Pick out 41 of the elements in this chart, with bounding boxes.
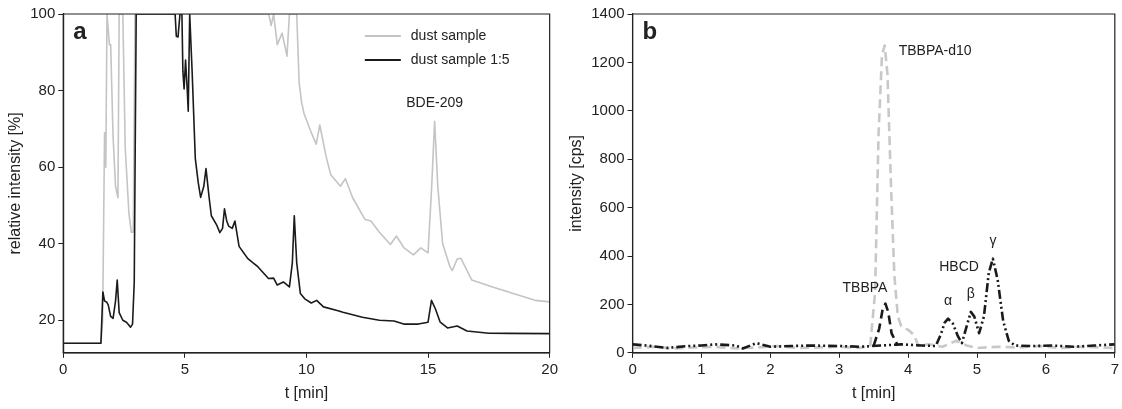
y-tick-label: 60 [38, 157, 56, 175]
x-tick-label: 5 [972, 359, 982, 377]
x-tick-label: 0 [59, 359, 68, 377]
x-tick-label: 20 [541, 359, 558, 377]
x-tick-label: 5 [180, 359, 190, 377]
y-axis-title: intensity [cps] [567, 134, 585, 232]
y-tick-label: 1400 [591, 4, 625, 22]
annotation: BDE-209 [406, 94, 464, 111]
y-axis-title: relative intensity [%] [6, 112, 24, 255]
x-tick-label: 4 [903, 359, 913, 377]
y-tick-label: 80 [38, 80, 56, 98]
y-tick-label: 1000 [591, 100, 625, 118]
y-tick-label: 100 [30, 4, 56, 22]
x-tick-label: 15 [419, 359, 437, 377]
series-label: HBCD [939, 257, 979, 274]
chart-title: a [73, 16, 88, 44]
y-tick-label: 600 [599, 197, 625, 215]
x-axis-title: t [min] [284, 383, 329, 401]
y-tick-label: 800 [599, 149, 625, 167]
legend-label: dust sample 1:5 [410, 50, 510, 67]
y-tick-label: 20 [38, 310, 56, 328]
annotation: β [966, 284, 975, 301]
annotation: γ [989, 231, 997, 248]
y-tick-label: 200 [599, 294, 625, 312]
x-tick-label: 2 [766, 359, 775, 377]
x-tick-label: 3 [835, 359, 844, 377]
series-label: TBBPA-d10 [898, 42, 972, 59]
y-tick-label: 400 [599, 246, 625, 264]
x-tick-label: 7 [1110, 359, 1119, 377]
series-label: TBBPA [842, 278, 889, 295]
y-tick-label: 0 [616, 342, 625, 360]
legend-label: dust sample [410, 26, 487, 43]
x-tick-label: 10 [298, 359, 315, 377]
x-tick-label: 0 [628, 359, 637, 377]
chart-title: b [642, 16, 658, 44]
y-tick-label: 1200 [591, 52, 625, 70]
x-tick-label: 6 [1041, 359, 1051, 377]
x-axis-title: t [min] [851, 383, 896, 401]
x-tick-label: 1 [697, 359, 706, 377]
annotation: α [944, 291, 953, 308]
y-tick-label: 40 [38, 233, 56, 251]
